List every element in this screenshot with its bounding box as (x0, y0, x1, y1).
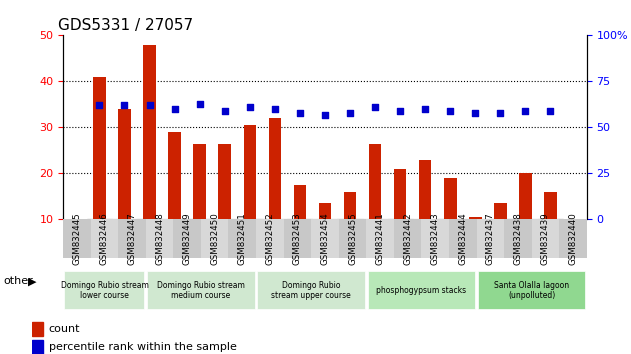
Point (470, 110, 480, 115)
Point (295, 110, 305, 115)
Point (420, 106, 430, 112)
Text: GSM832442: GSM832442 (403, 212, 412, 266)
Point (521, 108, 531, 114)
Bar (168, 132, 181, 266)
Bar (194, 144, 206, 266)
Bar (394, 169, 406, 266)
Point (95, 103, 105, 108)
Point (245, 104, 255, 110)
Point (395, 108, 405, 114)
Text: GSM832446: GSM832446 (100, 212, 109, 266)
Point (495, 110, 505, 115)
Bar (118, 109, 131, 266)
Bar (93, 77, 106, 266)
Bar (532, 219, 559, 258)
Point (320, 112, 330, 118)
Bar (256, 219, 283, 258)
Text: GSM832452: GSM832452 (266, 212, 274, 266)
Bar (476, 219, 504, 258)
Bar (369, 144, 381, 266)
Bar (339, 219, 367, 258)
Point (345, 110, 355, 115)
Text: GSM832448: GSM832448 (155, 212, 164, 266)
Bar (283, 219, 311, 258)
Point (220, 108, 230, 114)
Bar (444, 178, 456, 266)
Point (144, 103, 155, 108)
Bar (311, 219, 339, 258)
Bar (367, 219, 394, 258)
Bar (319, 203, 331, 266)
Bar (244, 125, 256, 266)
Bar (422, 219, 449, 258)
Bar (394, 219, 422, 258)
Bar (218, 144, 231, 266)
Text: Domingo Rubio
stream upper course: Domingo Rubio stream upper course (271, 281, 351, 300)
Point (194, 101, 204, 106)
Text: GSM832449: GSM832449 (182, 213, 192, 265)
Text: GSM832451: GSM832451 (238, 212, 247, 266)
Bar (146, 219, 174, 258)
Bar (469, 217, 481, 266)
Text: percentile rank within the sample: percentile rank within the sample (49, 342, 237, 352)
Bar (293, 185, 306, 266)
Bar (174, 219, 201, 258)
Bar (344, 192, 357, 266)
Text: GSM832441: GSM832441 (375, 212, 384, 266)
Point (370, 104, 380, 110)
Text: count: count (49, 324, 80, 334)
Bar (118, 219, 146, 258)
FancyBboxPatch shape (478, 271, 586, 309)
Text: GSM832455: GSM832455 (348, 212, 357, 266)
Bar (419, 160, 432, 266)
Bar (32, 322, 43, 336)
Point (445, 108, 456, 114)
Bar (494, 203, 507, 266)
Text: Domingo Rubio stream
lower course: Domingo Rubio stream lower course (61, 281, 148, 300)
Text: GSM832440: GSM832440 (569, 212, 577, 266)
Bar (91, 219, 118, 258)
FancyBboxPatch shape (257, 271, 365, 309)
Point (545, 108, 555, 114)
Text: ▶: ▶ (28, 276, 37, 286)
Bar (228, 219, 256, 258)
Bar (269, 118, 281, 266)
Text: GSM832447: GSM832447 (127, 212, 136, 266)
Bar (559, 219, 587, 258)
Bar (519, 173, 532, 266)
Text: Santa Olalla lagoon
(unpolluted): Santa Olalla lagoon (unpolluted) (494, 281, 569, 300)
Text: GDS5331 / 27057: GDS5331 / 27057 (58, 18, 193, 33)
Bar (504, 219, 532, 258)
Point (270, 106, 280, 112)
Text: GSM832453: GSM832453 (293, 212, 302, 266)
Text: GSM832450: GSM832450 (210, 212, 219, 266)
Text: GSM832439: GSM832439 (541, 213, 550, 265)
Bar (63, 219, 91, 258)
Bar (544, 192, 557, 266)
Point (170, 106, 180, 112)
Text: GSM832437: GSM832437 (486, 212, 495, 266)
FancyBboxPatch shape (368, 271, 475, 309)
FancyBboxPatch shape (147, 271, 255, 309)
Point (119, 103, 129, 108)
Text: GSM832443: GSM832443 (431, 212, 440, 266)
Bar (201, 219, 228, 258)
Text: Domingo Rubio stream
medium course: Domingo Rubio stream medium course (157, 281, 245, 300)
Text: other: other (3, 276, 33, 286)
Bar (143, 45, 156, 266)
Text: GSM832454: GSM832454 (321, 212, 329, 266)
Text: phosphogypsum stacks: phosphogypsum stacks (376, 286, 466, 295)
Text: GSM832445: GSM832445 (73, 212, 81, 266)
Bar (32, 340, 43, 354)
Text: GSM832438: GSM832438 (514, 212, 522, 266)
FancyBboxPatch shape (64, 271, 144, 309)
Bar (449, 219, 476, 258)
Text: GSM832444: GSM832444 (458, 212, 468, 266)
